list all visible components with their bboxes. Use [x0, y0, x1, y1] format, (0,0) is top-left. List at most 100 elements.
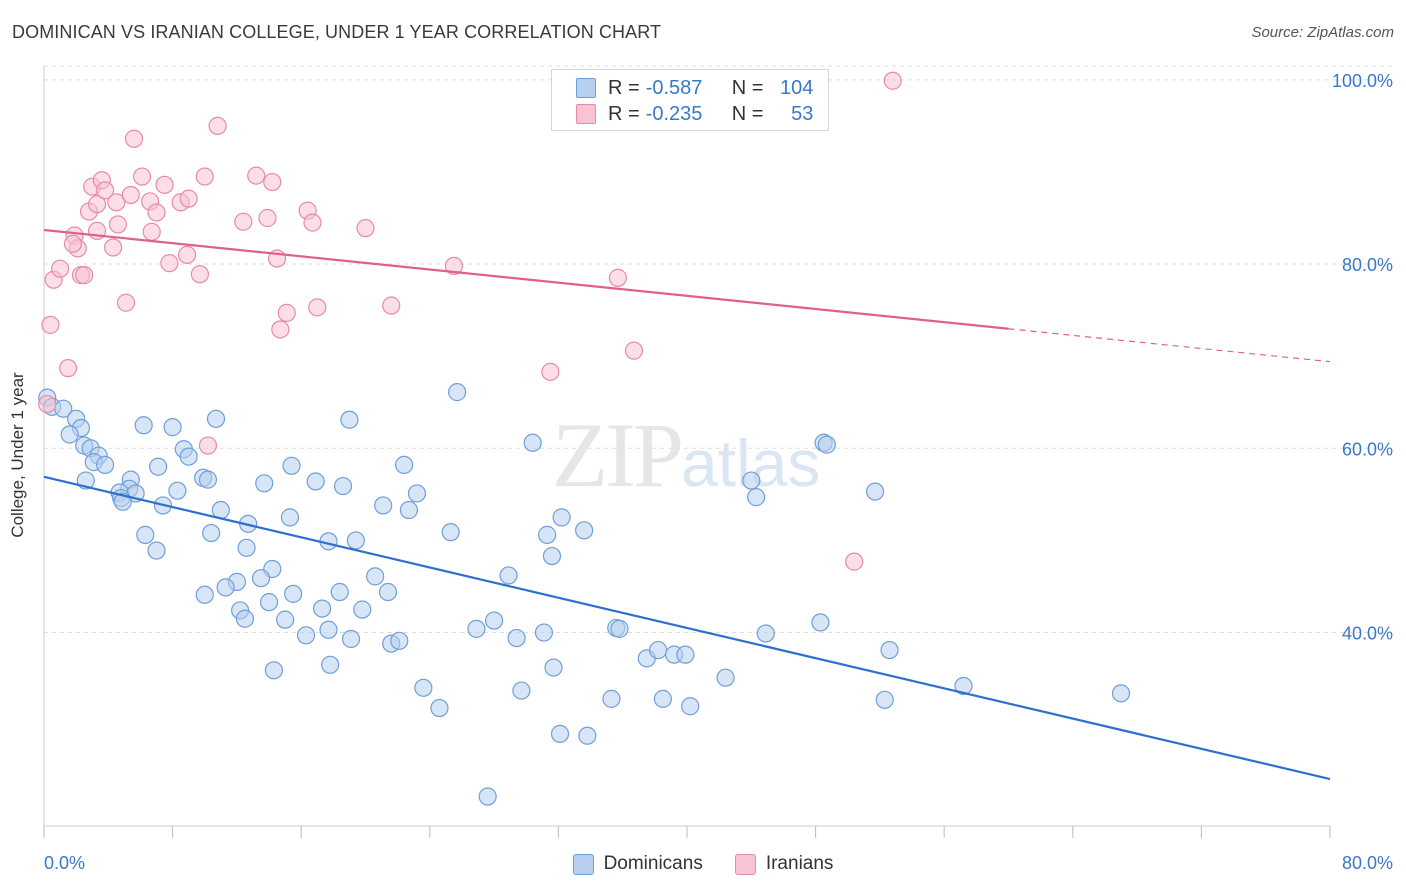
- iranian-point: [41, 315, 60, 334]
- dominican-point: [875, 690, 894, 709]
- dominican-point: [552, 508, 571, 527]
- iranian-point: [87, 195, 107, 214]
- x-tick-label: 80.0%: [1342, 853, 1393, 873]
- iranian-point: [308, 298, 327, 317]
- iranian-point: [382, 296, 401, 315]
- dominican-point: [747, 488, 766, 507]
- dominican-point: [95, 455, 115, 474]
- iranian-point: [190, 265, 210, 284]
- dominican-point: [578, 726, 597, 745]
- dominican-point: [235, 609, 255, 628]
- iranian-point: [541, 362, 560, 381]
- legend-label-dominicans: Dominicans: [603, 853, 703, 874]
- dominican-point: [441, 523, 460, 542]
- dominican-point: [880, 640, 899, 660]
- dominican-point: [550, 724, 570, 743]
- dominican-point: [542, 546, 562, 566]
- dominican-point: [414, 678, 433, 697]
- dominican-point: [136, 525, 155, 544]
- iranian-point: [179, 189, 198, 208]
- iranian-point: [104, 238, 123, 257]
- dominican-point: [817, 435, 836, 454]
- dominican-point: [676, 645, 695, 664]
- y-tick-label: 100.0%: [1332, 71, 1393, 91]
- dominican-point: [610, 619, 629, 638]
- dominican-point: [163, 418, 182, 437]
- series-legend: Dominicans Iranians: [0, 852, 1406, 876]
- iranian-point: [247, 166, 266, 185]
- dominican-point: [399, 500, 419, 520]
- dominican-point: [378, 582, 398, 602]
- iranian-trend-extension: [1008, 328, 1331, 363]
- dominican-point: [716, 668, 735, 687]
- iranian-point: [132, 167, 152, 186]
- iranian-point: [883, 71, 902, 90]
- iranian-point: [147, 203, 166, 222]
- y-tick-label: 60.0%: [1342, 439, 1393, 459]
- dominican-point: [865, 482, 885, 501]
- r-value: -0.587: [645, 76, 703, 99]
- iranian-point: [160, 254, 179, 273]
- legend-row-iranians: R = -0.235 N = 53: [576, 102, 813, 126]
- dominican-point: [507, 628, 526, 648]
- iranian-point: [845, 552, 864, 571]
- dominican-point: [306, 472, 325, 491]
- dominican-point: [319, 620, 338, 639]
- dominican-point: [448, 383, 467, 402]
- dominican-point: [954, 676, 973, 696]
- x-tick-label: 0.0%: [44, 853, 85, 873]
- dominican-point: [312, 599, 332, 618]
- dominican-point: [478, 787, 497, 806]
- dominican-point: [237, 538, 256, 557]
- n-value: 53: [791, 102, 814, 125]
- iranian-point: [258, 208, 277, 228]
- n-label: N =: [731, 76, 764, 99]
- dominican-point: [534, 623, 554, 642]
- dominican-point: [346, 531, 365, 550]
- dominican-point: [341, 629, 361, 649]
- source-credit: Source: ZipAtlas.com: [1251, 24, 1394, 41]
- legend-swatch-pink: [734, 853, 756, 875]
- dominican-point: [512, 681, 531, 700]
- dominican-point: [321, 655, 340, 674]
- dominican-point: [134, 416, 153, 435]
- dominican-point: [742, 471, 761, 490]
- dominican-point: [276, 610, 295, 629]
- legend-item-iranians[interactable]: Iranians: [734, 853, 833, 875]
- dominican-point: [811, 613, 830, 632]
- dominican-point: [60, 425, 79, 444]
- dominican-point: [168, 481, 187, 500]
- r-label: R =: [608, 76, 640, 99]
- y-axis-label: College, Under 1 year: [8, 372, 27, 538]
- dominican-point: [467, 619, 486, 638]
- iranian-trend-line: [43, 228, 1009, 330]
- dominican-point: [602, 689, 621, 708]
- n-value: 104: [780, 76, 814, 99]
- legend-row-dominicans: R = -0.587 N = 104: [576, 76, 813, 100]
- dominican-point: [394, 455, 414, 474]
- dominican-point: [198, 470, 218, 489]
- dominican-point: [330, 582, 349, 602]
- legend-swatch-pink: [576, 104, 596, 124]
- iranian-point: [38, 394, 57, 414]
- dominican-point: [538, 525, 557, 544]
- legend-swatch-blue: [576, 78, 596, 98]
- legend-item-dominicans[interactable]: Dominicans: [572, 853, 703, 875]
- iranian-point: [356, 219, 375, 238]
- dominican-point: [499, 566, 518, 585]
- legend-swatch-blue: [572, 853, 594, 875]
- dominican-point: [264, 661, 283, 680]
- dominican-point: [296, 626, 316, 645]
- iranian-point: [263, 172, 282, 192]
- chart-title: DOMINICAN VS IRANIAN COLLEGE, UNDER 1 YE…: [12, 22, 662, 42]
- dominican-point: [353, 600, 372, 619]
- iranian-point: [75, 266, 94, 285]
- r-label: R =: [608, 102, 640, 125]
- iranian-point: [234, 212, 253, 231]
- dominican-point: [544, 658, 563, 677]
- dominican-point: [206, 409, 226, 428]
- dominican-point: [485, 611, 504, 630]
- dominican-point: [251, 569, 271, 588]
- dominican-point: [374, 496, 393, 515]
- dominican-point: [216, 578, 235, 597]
